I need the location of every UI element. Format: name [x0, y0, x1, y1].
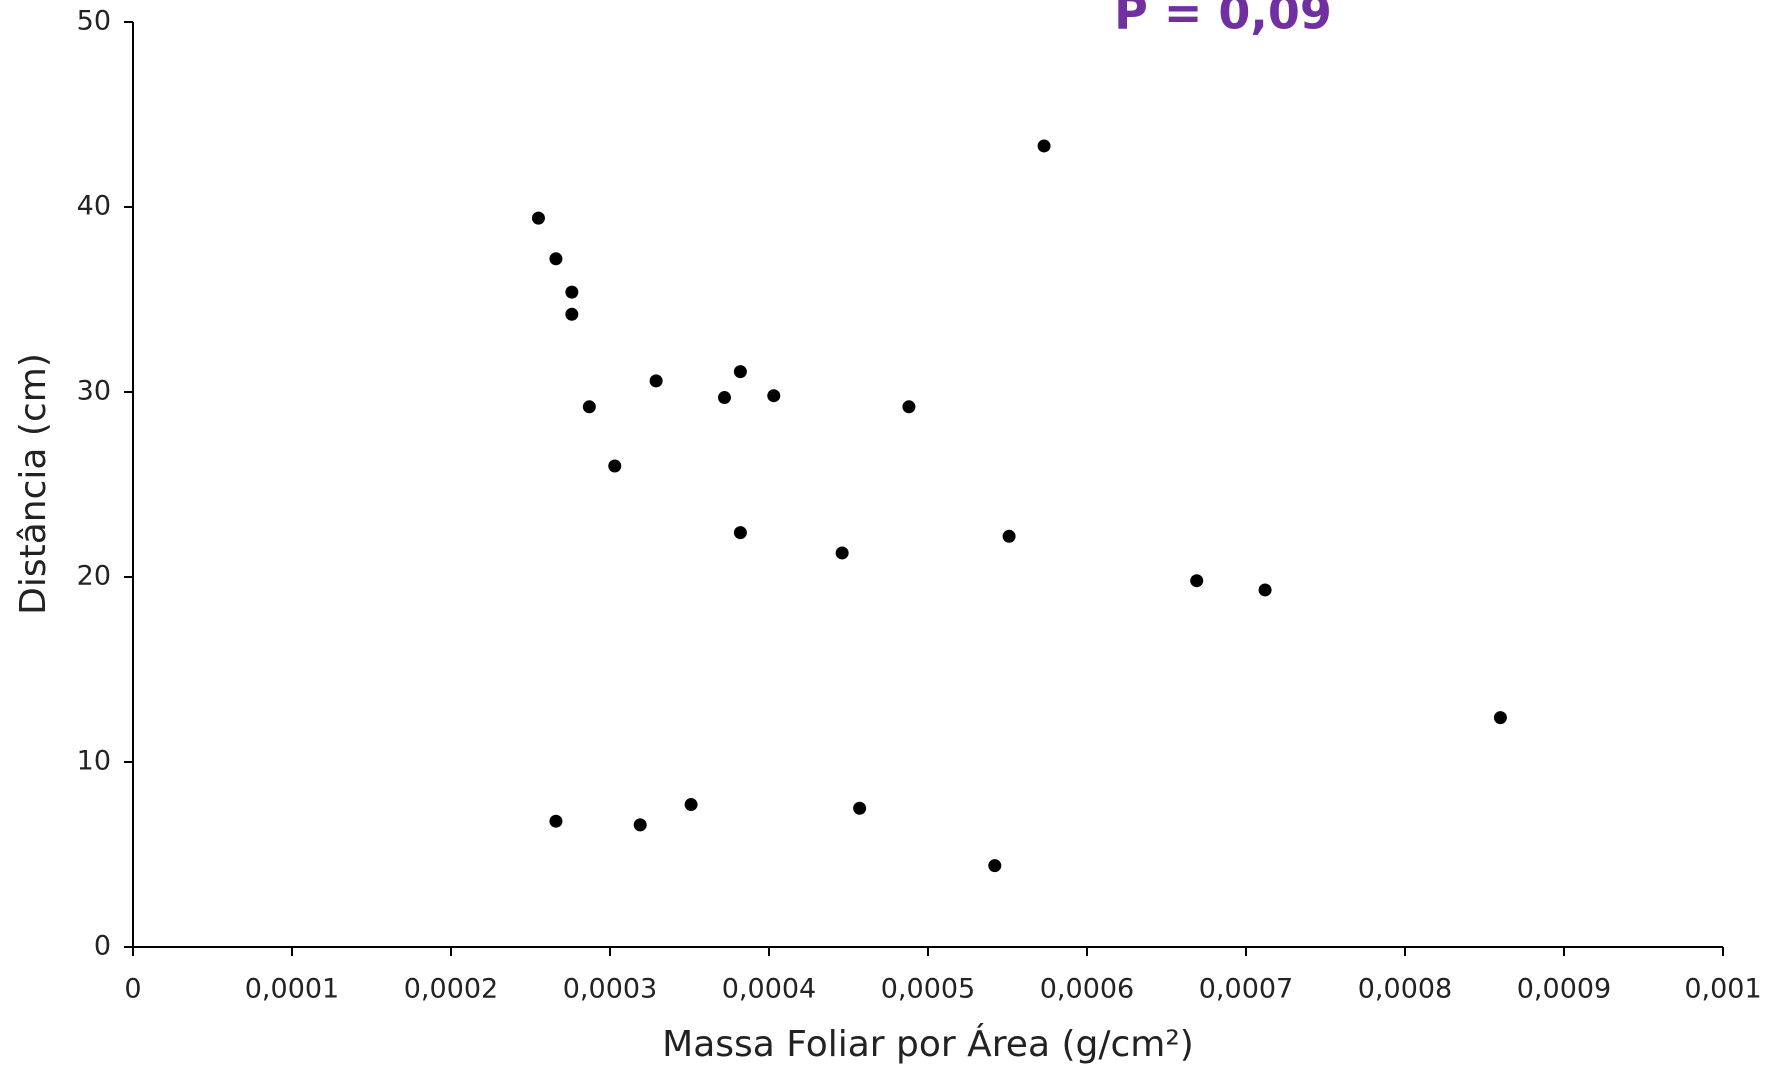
y-tick-label: 50 — [77, 6, 111, 37]
point — [1002, 529, 1016, 543]
point — [1493, 711, 1507, 725]
point — [649, 374, 663, 388]
x-tick-label: 0,001 — [1684, 974, 1761, 1005]
point — [717, 391, 731, 405]
x-tick-label: 0,0007 — [1199, 974, 1293, 1005]
x-tick-label: 0,0001 — [245, 974, 339, 1005]
y-tick-label: 20 — [77, 561, 111, 592]
point — [902, 400, 916, 414]
y-tick-label: 40 — [77, 191, 111, 222]
x-tick-label: 0,0003 — [563, 974, 657, 1005]
point — [733, 526, 747, 540]
point — [853, 801, 867, 815]
point — [835, 546, 849, 560]
point — [549, 814, 563, 828]
point — [549, 252, 563, 266]
x-tick-label: 0,0002 — [404, 974, 498, 1005]
x-tick-label: 0,0006 — [1040, 974, 1134, 1005]
y-tick-label: 0 — [94, 931, 111, 962]
x-tick-label: 0,0004 — [722, 974, 816, 1005]
x-axis-label: Massa Foliar por Área (g/cm²) — [662, 1023, 1194, 1065]
point — [565, 285, 579, 299]
point — [608, 459, 622, 473]
point — [1190, 574, 1204, 588]
y-tick-label: 10 — [77, 746, 111, 777]
point — [733, 365, 747, 379]
y-tick-label: 30 — [77, 376, 111, 407]
annotation: P = 0,09 — [1114, 0, 1332, 40]
y-axis-label: Distância (cm) — [13, 353, 54, 615]
point — [1037, 139, 1051, 153]
point — [684, 798, 698, 812]
point — [565, 307, 579, 321]
point — [988, 859, 1002, 873]
x-tick-label: 0,0008 — [1358, 974, 1452, 1005]
x-tick-label: 0,0005 — [881, 974, 975, 1005]
x-tick-label: 0,0009 — [1517, 974, 1611, 1005]
point — [582, 400, 596, 414]
point — [531, 211, 545, 225]
point — [1258, 583, 1272, 597]
point — [633, 818, 647, 832]
x-tick-label: 0 — [124, 974, 141, 1005]
point — [767, 389, 781, 403]
